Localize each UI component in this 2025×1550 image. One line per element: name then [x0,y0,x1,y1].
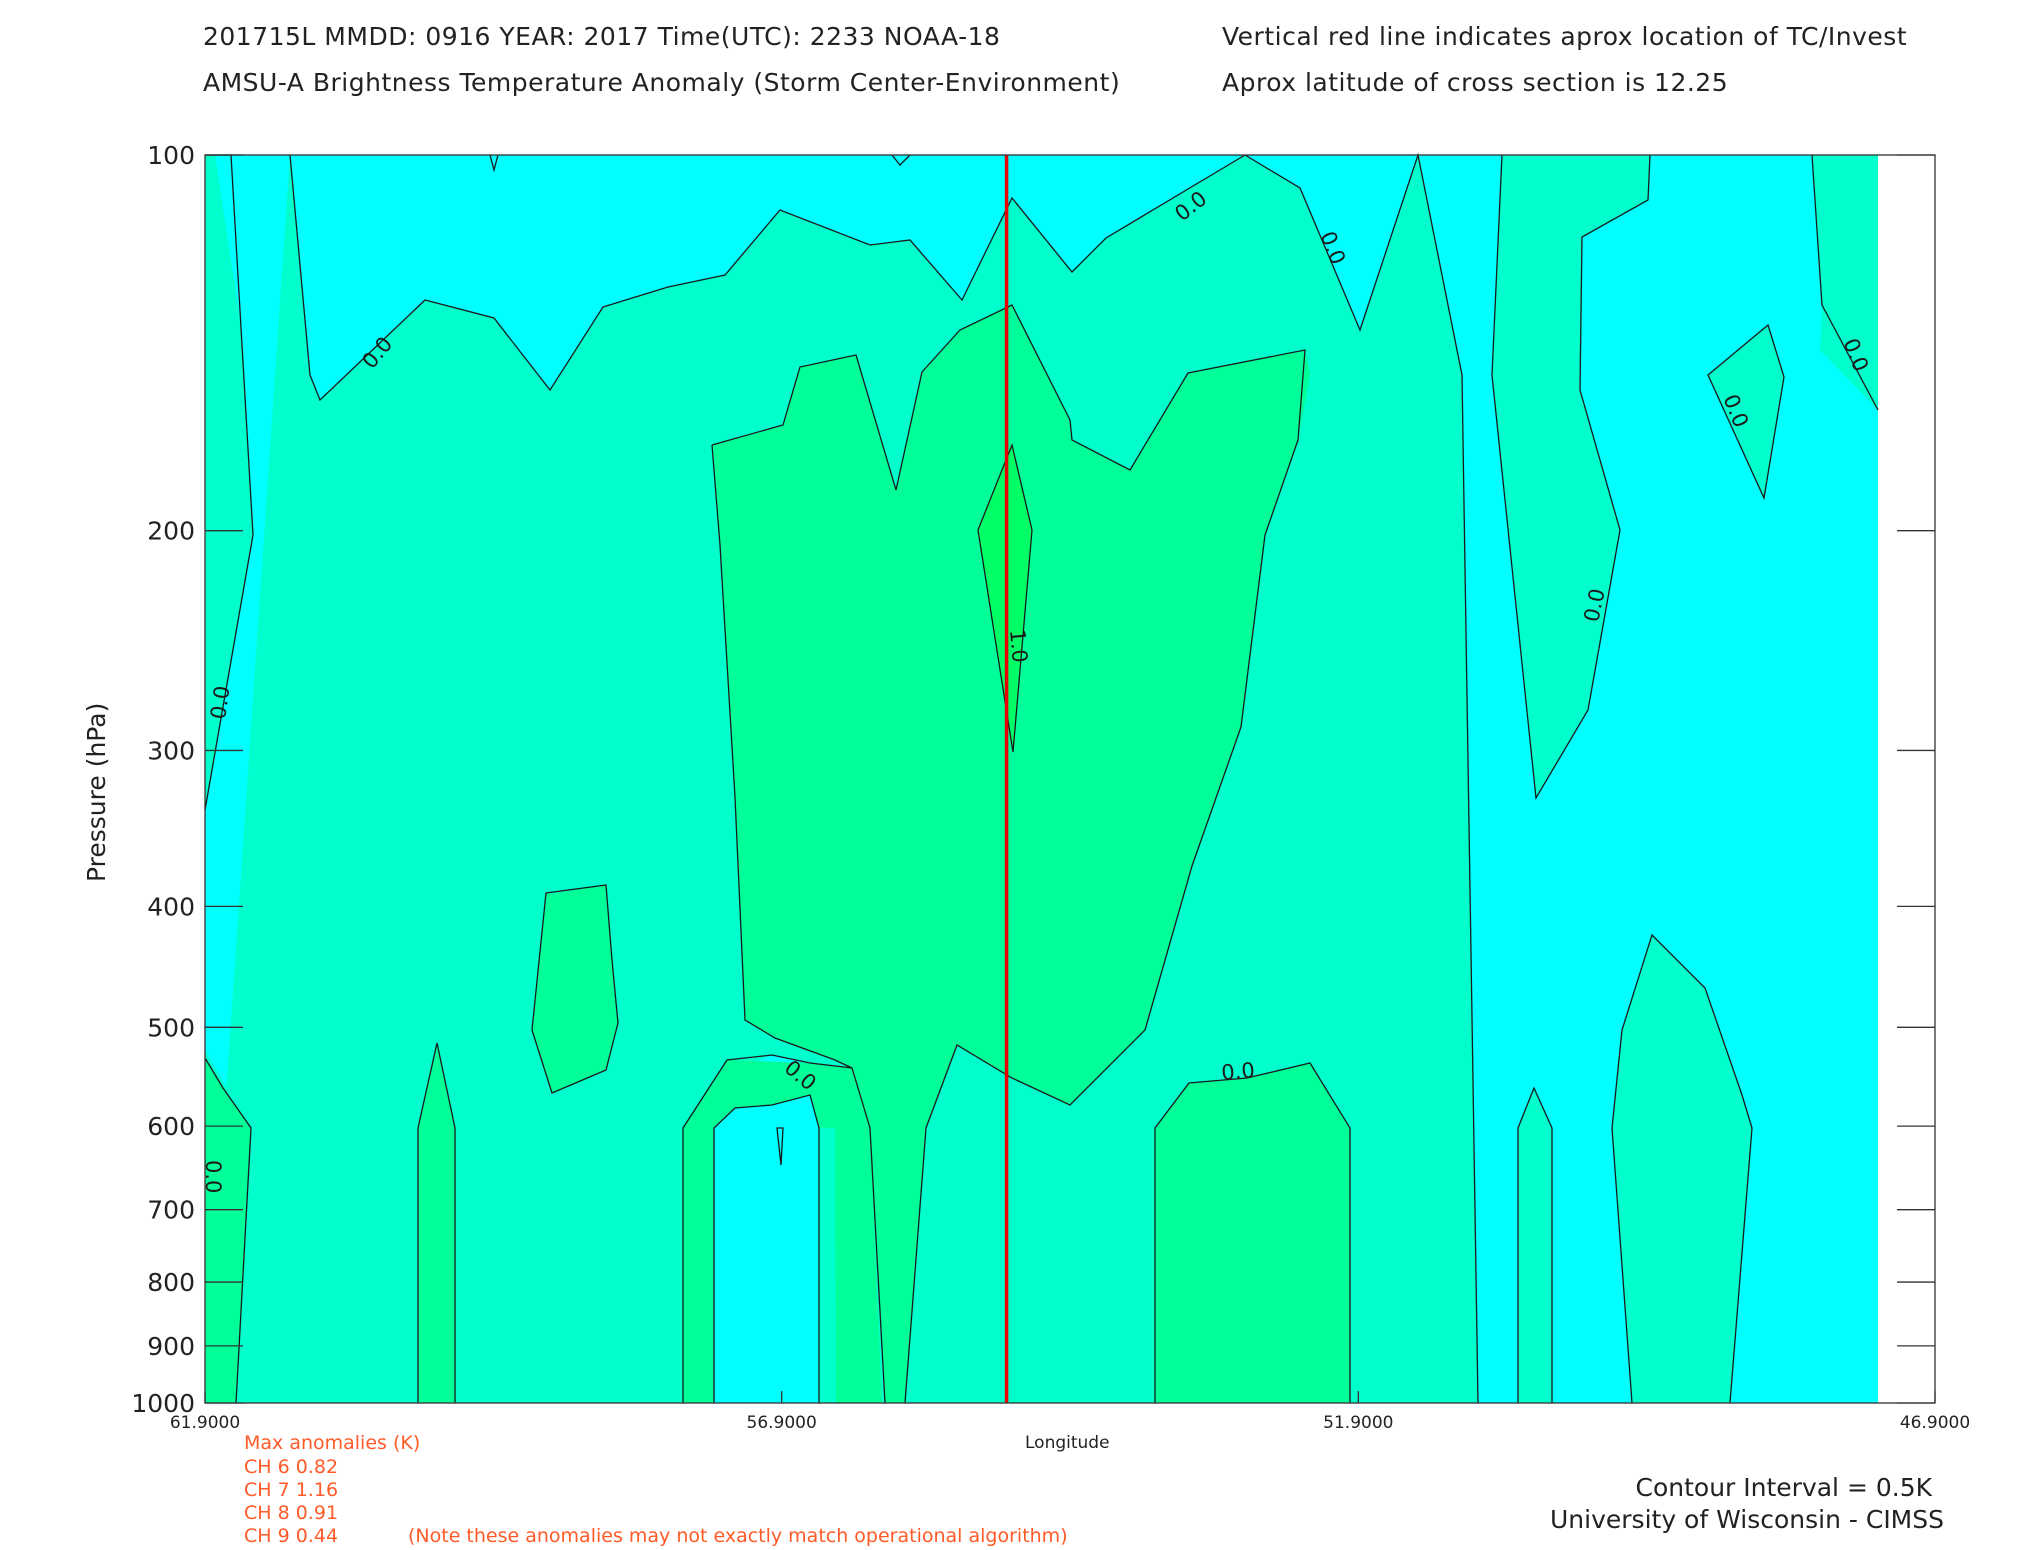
y-tick-label: 800 [147,1268,195,1297]
y-tick-label: 300 [147,736,195,765]
plot-frame [204,154,1936,1404]
contour-line-18 [776,1127,784,1166]
max-anomaly-ch7: CH 7 1.16 [244,1479,339,1501]
credit-label: University of Wisconsin - CIMSS [1550,1505,1944,1534]
max-anomaly-ch6: CH 6 0.82 [244,1456,339,1478]
region-half-to-one-left-low [205,1058,251,1403]
y-tick-label: 200 [147,517,195,546]
contour-interval-label: Contour Interval = 0.5K [1635,1473,1933,1502]
region-zero-to-half-right-a [1812,155,1878,410]
y-tick-label: 1000 [131,1389,195,1418]
y-tick-label: 600 [147,1112,195,1141]
region-negative-low-left [714,1055,819,1403]
y-tick-label: 400 [147,892,195,921]
x-axis-label: Longitude [1025,1433,1110,1453]
max-anomaly-ch8: CH 8 0.91 [244,1502,339,1524]
contour-line-15 [1517,1086,1553,1403]
contour-label: 1.0 [1005,628,1032,663]
y-tick-label: 700 [147,1196,195,1225]
contour-line-9 [713,1094,820,1403]
contour-line-6 [1707,323,1785,501]
region-zero-to-half-right-c [1518,1088,1552,1403]
contour-label: 0.0 [1220,1058,1255,1085]
contour-label: 0.0 [206,684,234,720]
header-line1-right: Vertical red line indicates aprox locati… [1222,22,1908,51]
region-negative-left-top [205,155,1245,400]
region-zero-to-half-right-d [1612,935,1752,1403]
contour-line-8 [682,1054,886,1404]
region-half-to-one-center [712,305,1310,1403]
max-anomalies-title: Max anomalies (K) [244,1432,421,1454]
region-half-to-one-low-center-left [683,1060,882,1403]
header-line2-left: AMSU-A Brightness Temperature Anomaly (S… [203,68,1121,97]
contour-line-4 [1491,154,1651,801]
x-tick-label: 51.9000 [1323,1413,1393,1433]
region-half-to-one-left-mid [532,885,618,1093]
contour-line-11 [531,884,619,1094]
y-tick-label: 100 [147,141,195,170]
contour-line-5 [1811,154,1879,411]
contour-line-3 [1244,152,1479,1404]
y-tick-label: 500 [147,1013,195,1042]
y-tick-label: 900 [147,1332,195,1361]
region-half-to-one-low-strip [418,1043,455,1403]
contour-line-17 [977,442,1033,753]
contour-line-13 [417,1042,456,1403]
header-line1-left: 201715L MMDD: 0916 YEAR: 2017 Time(UTC):… [203,22,1001,51]
header-line2-right: Aprox latitude of cross section is 12.25 [1222,68,1729,97]
region-zero-to-half-left-edge [205,155,253,810]
region-half-to-one-low-right [1155,1063,1350,1403]
contour-line-20 [891,154,911,166]
contour-line-14 [1154,1062,1351,1403]
contour-line-16 [1611,933,1753,1404]
contour-line-12 [204,1057,252,1404]
contour-line-19 [489,154,499,173]
max-anomaly-ch9: CH 9 0.44 [244,1525,339,1547]
anomaly-note: (Note these anomalies may not exactly ma… [408,1525,1068,1547]
region-nodata [1878,155,1935,1403]
contour-line-2 [289,154,1246,402]
x-tick-label: 61.9000 [170,1413,240,1433]
region-zero-to-half-right-top [1492,155,1650,798]
x-tick-label: 46.9000 [1900,1413,1970,1433]
contour-line-10 [711,444,853,1069]
region-zero-to-half-right-b [1708,325,1784,498]
x-tick-label: 56.9000 [747,1413,817,1433]
contour-line-7 [711,304,1306,1404]
